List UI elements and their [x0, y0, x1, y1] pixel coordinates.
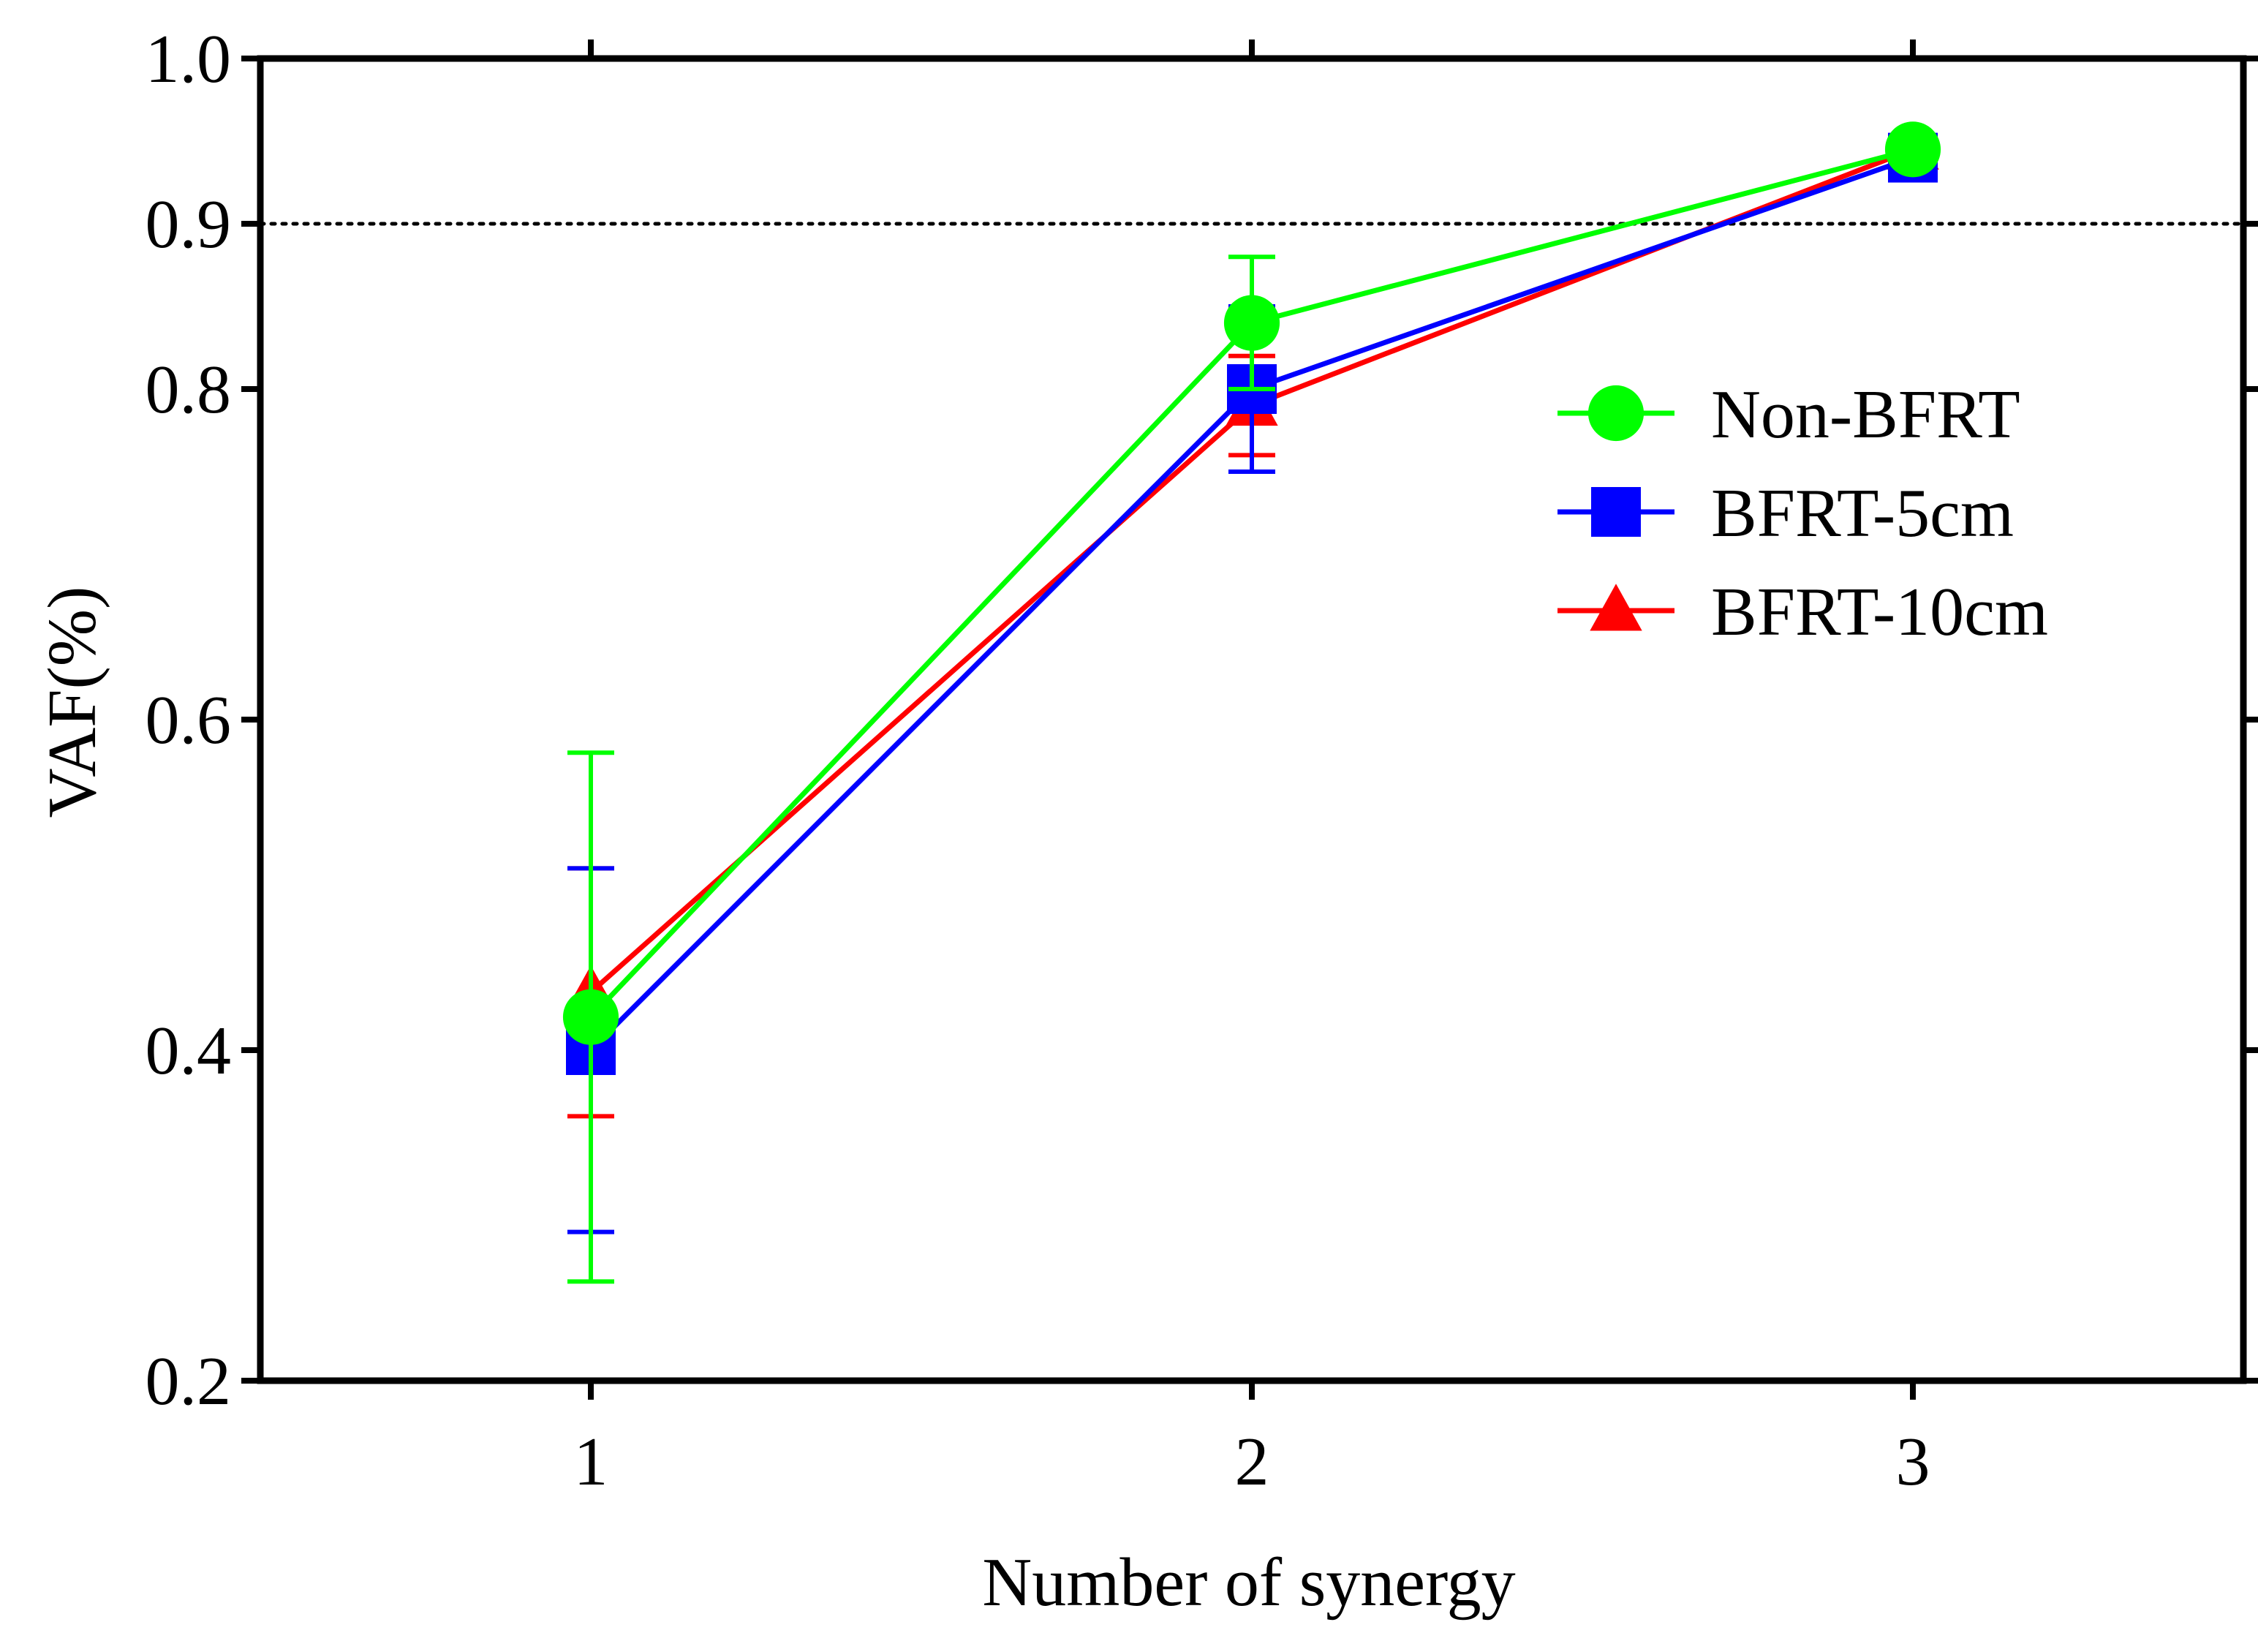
y-tick-label: 0.9 — [146, 186, 232, 263]
y-axis-label: VAF(%) — [34, 587, 110, 818]
x-tick-label: 1 — [574, 1424, 608, 1500]
series-non-bfrt — [562, 121, 1941, 1284]
y-tick-label: 0.6 — [146, 682, 232, 758]
x-tick-label: 2 — [1235, 1424, 1269, 1500]
data-point-non-bfrt — [562, 989, 619, 1045]
x-tick-label: 3 — [1896, 1424, 1930, 1500]
plot-frame — [257, 55, 2247, 1384]
y-tick-label: 0.4 — [146, 1013, 232, 1089]
legend-marker-bfrt-10cm — [1590, 584, 1642, 631]
legend-label-bfrt-5cm: BFRT-5cm — [1711, 475, 2014, 551]
legend-marker-bfrt-5cm — [1591, 487, 1641, 537]
y-tick-label: 0.2 — [146, 1343, 232, 1419]
legend-label-bfrt-10cm: BFRT-10cm — [1711, 574, 2048, 650]
legend-item-bfrt-5cm: BFRT-5cm — [1557, 475, 2014, 551]
data-point-non-bfrt — [1223, 295, 1280, 351]
data-point-non-bfrt — [1884, 121, 1941, 178]
legend-label-non-bfrt: Non-BFRT — [1711, 377, 2020, 453]
y-tick-label: 0.8 — [146, 352, 232, 428]
x-axis-label: Number of synergy — [982, 1544, 1515, 1621]
legend-item-non-bfrt: Non-BFRT — [1557, 377, 2020, 453]
y-tick-label: 1.0 — [146, 21, 232, 97]
legend-marker-non-bfrt — [1587, 385, 1645, 442]
legend-item-bfrt-10cm: BFRT-10cm — [1557, 574, 2048, 650]
